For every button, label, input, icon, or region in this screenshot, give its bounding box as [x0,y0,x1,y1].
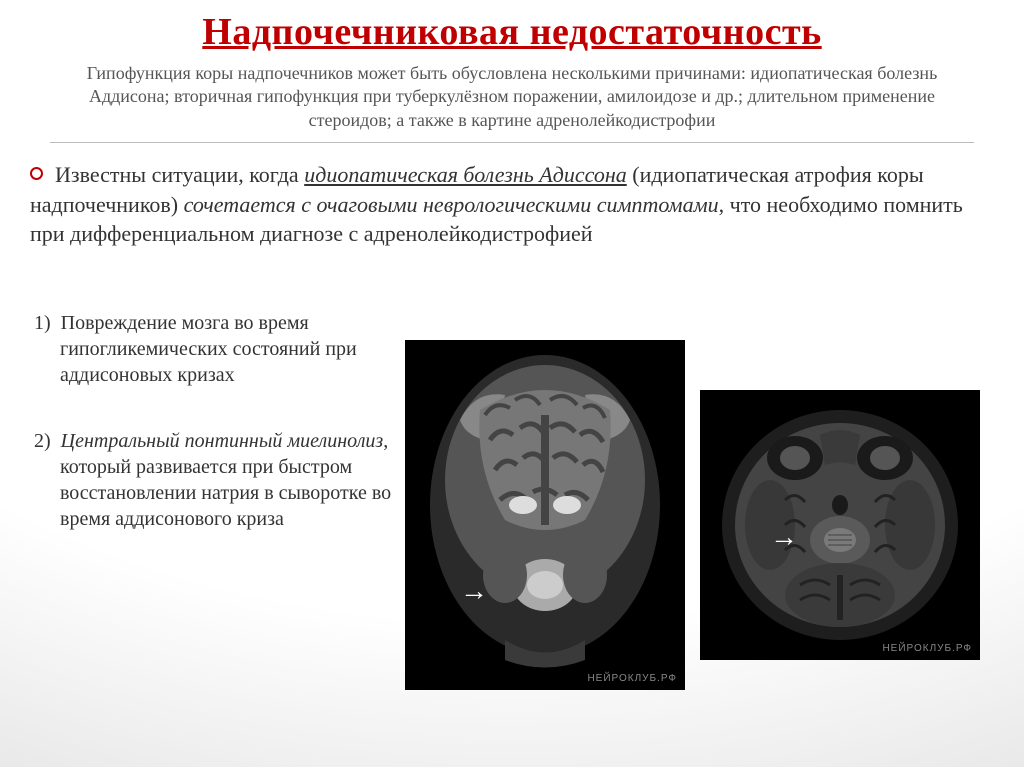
slide-title: Надпочечниковая недостаточность [0,10,1024,54]
arrow-icon: → [460,576,488,608]
body-underline: идиопатическая болезнь Адиссона [304,162,627,187]
body-italic: сочетается с очаговыми неврологическими … [184,192,719,217]
watermark: НЕЙРОКЛУБ.РФ [882,643,972,654]
mri-coronal-svg [405,340,685,690]
list-num: 2) [34,430,51,452]
list-item: 1) Повреждение мозга во время гипогликем… [30,310,400,388]
slide-subtitle: Гипофункция коры надпочечников может быт… [50,62,974,143]
list-text-italic: Центральный понтинный миелинолиз [61,430,384,452]
main-paragraph: Известны ситуации, когда идиопатическая … [30,160,994,249]
numbered-list: 1) Повреждение мозга во время гипогликем… [30,310,400,572]
mri-axial-svg [700,390,980,660]
mri-images: → НЕЙРОКЛУБ.РФ [405,340,980,690]
watermark: НЕЙРОКЛУБ.РФ [587,673,677,684]
list-text: Повреждение мозга во время гипогликемиче… [60,312,357,386]
slide: Надпочечниковая недостаточность Гипофунк… [0,0,1024,767]
mri-coronal: → НЕЙРОКЛУБ.РФ [405,340,685,690]
mri-axial: → НЕЙРОКЛУБ.РФ [700,390,980,660]
list-item: 2) Центральный понтинный миелинолиз, кот… [30,428,400,532]
body-pre: Известны ситуации, когда [55,162,304,187]
arrow-icon: → [770,522,798,554]
list-num: 1) [34,312,51,334]
bullet-icon [30,167,43,180]
